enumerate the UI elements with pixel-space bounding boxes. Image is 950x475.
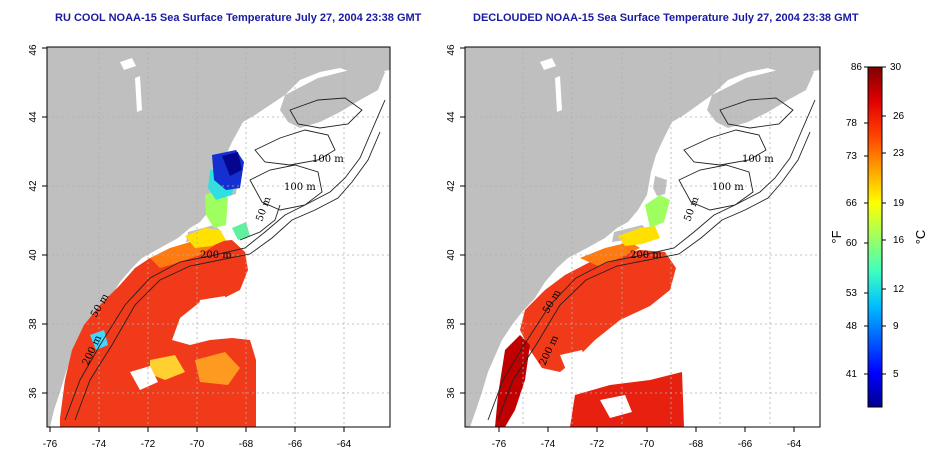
- right-y-tick: 46: [446, 44, 457, 56]
- right-sst-yellow: [618, 226, 660, 246]
- right-y-tick: 40: [446, 249, 457, 261]
- colorbar-ticks: [864, 66, 886, 375]
- right-contour-label-100m-north: 100 m: [742, 154, 774, 165]
- left-x-tick-labels: -76 -74 -72 -70 -68 -66 -64: [43, 439, 352, 450]
- left-sst-cloud-gap-1: [130, 366, 158, 390]
- left-x-tick: -72: [141, 439, 156, 450]
- right-sst-cloud-gap-2: [600, 395, 632, 418]
- colorbar-f-label: 86: [851, 62, 863, 73]
- colorbar-f-label: 73: [846, 151, 858, 162]
- left-sst-green-patch: [232, 222, 250, 240]
- colorbar-c-label: 12: [893, 284, 905, 295]
- left-y-tick: 44: [28, 111, 39, 123]
- right-x-tick-labels: -76 -74 -72 -70 -68 -66 -64: [492, 439, 802, 450]
- left-nova-scotia: [280, 62, 385, 128]
- left-contour-label-200m: 200 m: [200, 250, 232, 261]
- left-y-tick-labels: 36 38 40 42 44 46: [28, 44, 39, 399]
- left-x-tick: -74: [92, 439, 107, 450]
- colorbar-celsius-unit: °C: [913, 230, 928, 245]
- left-map: 100 m 100 m 50 m 200 m 50 m 200 m -76 -7…: [28, 44, 391, 450]
- left-contour-label-100m-mid: 100 m: [284, 182, 316, 193]
- colorbar-c-label: 16: [893, 235, 905, 246]
- right-y-tick-labels: 36 38 40 42 44 46: [446, 44, 457, 399]
- right-grid: [465, 47, 820, 427]
- right-contour-label-200m: 200 m: [630, 250, 662, 261]
- colorbar-f-label: 66: [846, 198, 858, 209]
- right-nova-scotia: [707, 62, 814, 128]
- left-map-frame: [46, 46, 391, 428]
- left-land-mass: [47, 47, 390, 427]
- right-x-tick: -72: [590, 439, 605, 450]
- left-y-tick: 42: [28, 180, 39, 192]
- right-contour-label-100m-mid: 100 m: [712, 182, 744, 193]
- colorbar-f-label: 48: [846, 321, 858, 332]
- left-y-tick: 38: [28, 318, 39, 330]
- left-y-tick: 46: [28, 44, 39, 56]
- left-sst-green: [205, 190, 228, 228]
- left-sst-field: [60, 150, 256, 427]
- left-sst-cloud-gap-2: [196, 296, 232, 328]
- right-tick-marks: [460, 47, 795, 432]
- colorbar-c-label: 5: [893, 369, 899, 380]
- left-sst-yellow: [185, 228, 226, 248]
- colorbar-f-label: 53: [846, 288, 858, 299]
- colorbar-fahrenheit-unit: °F: [829, 230, 844, 243]
- right-x-tick: -76: [492, 439, 507, 450]
- left-x-tick: -68: [239, 439, 254, 450]
- right-bathymetry-contours: [487, 97, 816, 421]
- left-sst-yellow-patch-south: [150, 355, 185, 380]
- colorbar-c-label: 19: [893, 198, 905, 209]
- colorbar-f-label: 78: [846, 118, 858, 129]
- right-x-tick: -68: [689, 439, 704, 450]
- right-x-tick: -66: [738, 439, 753, 450]
- right-map: 100 m 100 m 50 m 200 m 50 m 200 m -76 -7…: [446, 44, 821, 450]
- left-sst-dark-blue: [222, 152, 242, 176]
- right-sst-green: [645, 195, 670, 228]
- colorbar-ramp: [867, 66, 883, 408]
- right-x-tick: -70: [640, 439, 655, 450]
- right-lake-area: [540, 58, 556, 70]
- colorbar: 86 78 73 66 60 53 48 41 30 26 23 19 16 1…: [829, 62, 928, 408]
- right-sst-orange-band: [580, 242, 640, 266]
- colorbar-f-label: 60: [846, 238, 858, 249]
- right-y-tick: 44: [446, 111, 457, 123]
- left-lake-area-2: [135, 76, 142, 112]
- left-map-title: RU COOL NOAA-15 Sea Surface Temperature …: [55, 12, 422, 24]
- right-sst-red-offshore: [570, 372, 684, 427]
- right-map-title: DECLOUDED NOAA-15 Sea Surface Temperatur…: [473, 12, 859, 24]
- right-map-frame: [464, 46, 821, 428]
- right-sst-cloud-gap-1: [560, 350, 590, 380]
- left-x-tick: -70: [190, 439, 205, 450]
- left-x-tick: -76: [43, 439, 58, 450]
- left-y-tick: 36: [28, 387, 39, 399]
- colorbar-celsius-labels: 30 26 23 19 16 12 9 5: [890, 62, 905, 380]
- left-grid: [47, 47, 390, 427]
- right-x-tick: -74: [541, 439, 556, 450]
- left-bathymetry-contours: [64, 97, 386, 421]
- colorbar-c-label: 30: [890, 62, 902, 73]
- right-lake-area-2: [555, 76, 562, 112]
- right-y-tick: 36: [446, 387, 457, 399]
- left-x-tick: -64: [337, 439, 352, 450]
- right-x-tick: -64: [787, 439, 802, 450]
- colorbar-fahrenheit-labels: 86 78 73 66 60 53 48 41: [846, 62, 863, 380]
- left-x-tick: -66: [288, 439, 303, 450]
- colorbar-c-label: 23: [893, 148, 905, 159]
- left-tick-marks: [42, 47, 345, 432]
- left-sst-cyan-patch-south: [90, 330, 108, 350]
- right-y-tick: 38: [446, 318, 457, 330]
- colorbar-f-label: 41: [846, 369, 858, 380]
- left-lake-area: [120, 58, 136, 70]
- colorbar-c-label: 26: [893, 111, 905, 122]
- right-land-mass: [465, 47, 820, 427]
- right-sst-red-main: [520, 250, 676, 372]
- right-y-tick: 42: [446, 180, 457, 192]
- colorbar-c-label: 9: [893, 321, 899, 332]
- left-contour-label-100m-north: 100 m: [312, 154, 344, 165]
- left-sst-orange-patch-south: [195, 352, 240, 385]
- left-y-tick: 40: [28, 249, 39, 261]
